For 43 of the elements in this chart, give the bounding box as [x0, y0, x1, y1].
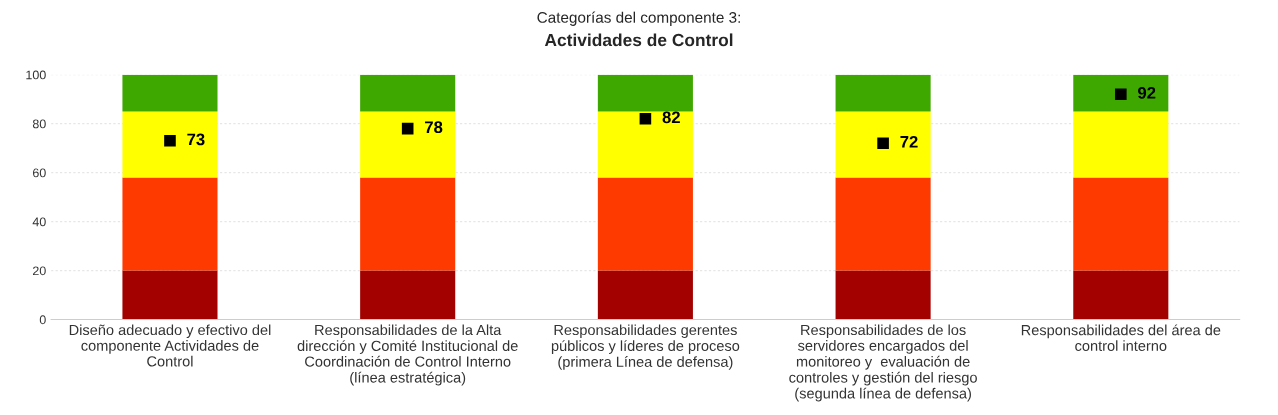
- bar: [597, 177, 693, 271]
- chart-subtitle: Categorías del componente 3:: [537, 11, 740, 26]
- x-tick-label: Responsabilidades de la Alta dirección y Comité Institucional de Coordinación de Control Interno (línea estratégica): [297, 324, 518, 386]
- bar: [597, 111, 693, 178]
- bar: [835, 177, 931, 271]
- bar: [360, 111, 456, 178]
- bar: [835, 270, 931, 320]
- data-label: 72: [900, 135, 918, 148]
- x-tick-label: Responsabilidades gerentes públicos y líderes de proceso (primera Línea de defensa): [551, 324, 740, 370]
- bar: [1073, 270, 1169, 320]
- bar: [1073, 177, 1169, 271]
- data-label: 78: [425, 121, 443, 134]
- bar: [1073, 74, 1169, 112]
- x-tick-label: Diseño adecuado y efectivo del componente Actividades de Control: [69, 324, 271, 367]
- x-tick-label: Responsabilidades de los servidores encargados del monitoreo y evaluación de controles y gestión del riesgo (segunda línea de defensa): [789, 324, 977, 402]
- bar: [122, 177, 218, 271]
- bar: [597, 270, 693, 320]
- point: [877, 137, 889, 150]
- y-tick-label: 40: [32, 217, 46, 227]
- point: [164, 135, 176, 147]
- bar: [835, 74, 931, 112]
- bar: [360, 74, 456, 112]
- point: [1115, 88, 1127, 101]
- bar: [360, 270, 456, 320]
- bar: [122, 74, 218, 112]
- data-label: 82: [662, 111, 680, 124]
- x-tick-label: Responsabilidades del área de control interno: [1021, 324, 1221, 351]
- bar: [1073, 111, 1169, 178]
- y-tick-label: 60: [32, 168, 46, 178]
- bar: [122, 111, 218, 178]
- bar: [835, 111, 931, 178]
- bar: [597, 74, 693, 112]
- data-label: 92: [1138, 86, 1156, 99]
- y-tick-label: 0: [39, 315, 46, 325]
- data-label: 73: [187, 133, 205, 146]
- y-tick-label: 80: [32, 119, 46, 129]
- y-tick-label: 20: [32, 266, 46, 276]
- point: [639, 112, 652, 125]
- chart-title: Actividades de Control: [544, 33, 733, 47]
- point: [401, 122, 414, 135]
- y-tick-label: 100: [26, 70, 46, 80]
- bar: [122, 270, 218, 320]
- bar: [360, 177, 456, 271]
